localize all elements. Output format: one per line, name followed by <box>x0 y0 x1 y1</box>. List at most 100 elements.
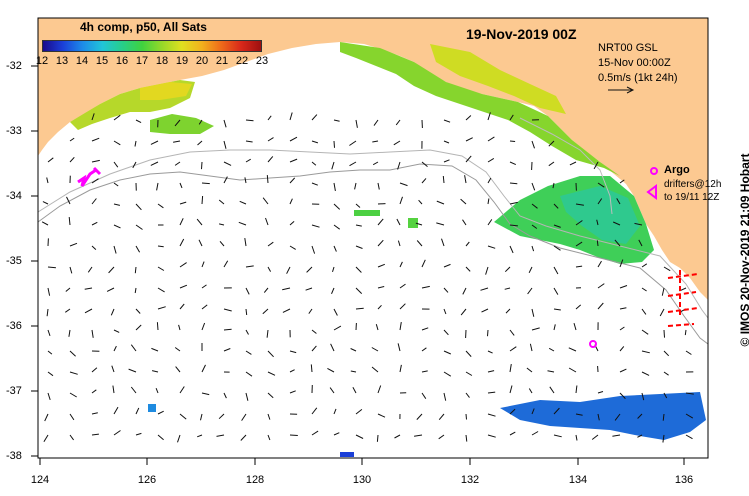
current-vector <box>487 350 493 354</box>
current-vector <box>42 201 49 205</box>
current-vector <box>436 222 445 226</box>
current-vector <box>548 140 555 147</box>
current-vector <box>241 413 247 421</box>
current-vector <box>66 196 71 205</box>
current-vector <box>267 434 271 441</box>
current-vector <box>465 155 472 163</box>
current-vector <box>355 245 363 249</box>
current-vector <box>69 350 76 357</box>
current-vector <box>311 407 318 415</box>
current-vector <box>150 140 159 145</box>
current-vector <box>47 329 51 337</box>
current-vector <box>421 392 427 399</box>
scale-label: 0.5m/s (1kt 24h) <box>598 72 678 84</box>
current-vector <box>289 158 298 163</box>
current-vector <box>65 287 71 292</box>
argo-float-marker <box>589 340 597 348</box>
current-vector <box>371 366 379 373</box>
current-vector <box>418 199 423 205</box>
current-vector <box>637 413 643 419</box>
current-vector <box>569 161 577 166</box>
current-vector <box>641 308 647 315</box>
x-tick-label: 124 <box>30 474 50 486</box>
current-vector <box>282 287 291 291</box>
current-vector <box>416 240 423 247</box>
current-vector <box>130 344 137 352</box>
current-vector <box>267 413 271 420</box>
colorbar-tick: 13 <box>55 55 69 67</box>
current-vector <box>223 161 232 166</box>
current-vector <box>333 325 342 331</box>
current-vector <box>553 324 556 331</box>
current-vector <box>311 430 319 436</box>
current-vector <box>619 346 625 352</box>
current-vector <box>377 218 384 226</box>
current-vector <box>487 112 491 121</box>
current-vector <box>197 434 203 438</box>
current-vector <box>685 350 692 355</box>
current-vector <box>135 432 142 436</box>
current-vector <box>509 346 517 352</box>
current-vector <box>331 161 335 170</box>
current-vector <box>47 371 54 377</box>
current-vector <box>487 157 495 163</box>
current-vector <box>267 350 274 358</box>
current-vector <box>355 119 358 128</box>
current-vector <box>84 308 93 314</box>
current-vector <box>245 329 249 335</box>
current-vector <box>223 348 231 352</box>
current-vector <box>465 392 470 398</box>
current-vector <box>377 239 384 247</box>
current-vector <box>487 434 496 438</box>
current-vector <box>135 407 140 415</box>
current-vector <box>201 304 208 310</box>
current-vector <box>634 222 643 226</box>
current-vector <box>113 430 121 436</box>
current-vector <box>113 345 117 352</box>
current-vector <box>244 177 247 184</box>
current-vector <box>487 219 493 226</box>
current-vector <box>68 329 71 337</box>
current-vector <box>135 245 141 253</box>
current-vector <box>197 140 203 146</box>
current-vector <box>575 265 583 268</box>
current-vector <box>465 371 473 376</box>
map-title: 19-Nov-2019 00Z <box>466 26 577 42</box>
current-vector <box>509 161 517 166</box>
current-vector <box>245 371 253 377</box>
current-vector <box>157 245 164 248</box>
current-vector <box>262 308 269 315</box>
current-vector <box>179 218 184 226</box>
current-vector <box>327 367 335 373</box>
current-vector <box>262 197 269 205</box>
argo-label: Argo <box>664 164 690 176</box>
current-vector <box>547 370 555 373</box>
map-border <box>37 17 709 459</box>
current-vector <box>289 390 296 394</box>
current-vector <box>113 406 119 415</box>
sst-speck-3 <box>148 404 156 412</box>
current-vector <box>113 203 121 206</box>
current-vector <box>134 140 137 147</box>
current-vector <box>465 413 467 420</box>
current-vector <box>218 413 225 420</box>
x-tick-label: 130 <box>352 474 372 486</box>
current-vector <box>575 434 578 441</box>
current-vector <box>267 266 272 272</box>
current-vector <box>130 386 137 394</box>
current-vector <box>69 137 75 142</box>
current-vector <box>568 347 577 352</box>
current-vector <box>47 266 56 269</box>
sst-patch-bight-west-2 <box>140 82 192 100</box>
current-vector <box>179 238 185 247</box>
current-vector <box>355 266 362 273</box>
current-vector <box>575 304 582 310</box>
current-vector <box>597 283 605 289</box>
current-vector <box>91 198 97 205</box>
current-vector <box>151 347 159 352</box>
colorbar-tick: 20 <box>195 55 209 67</box>
current-vector <box>465 350 472 357</box>
current-vector <box>509 431 516 436</box>
current-vector <box>684 329 687 336</box>
